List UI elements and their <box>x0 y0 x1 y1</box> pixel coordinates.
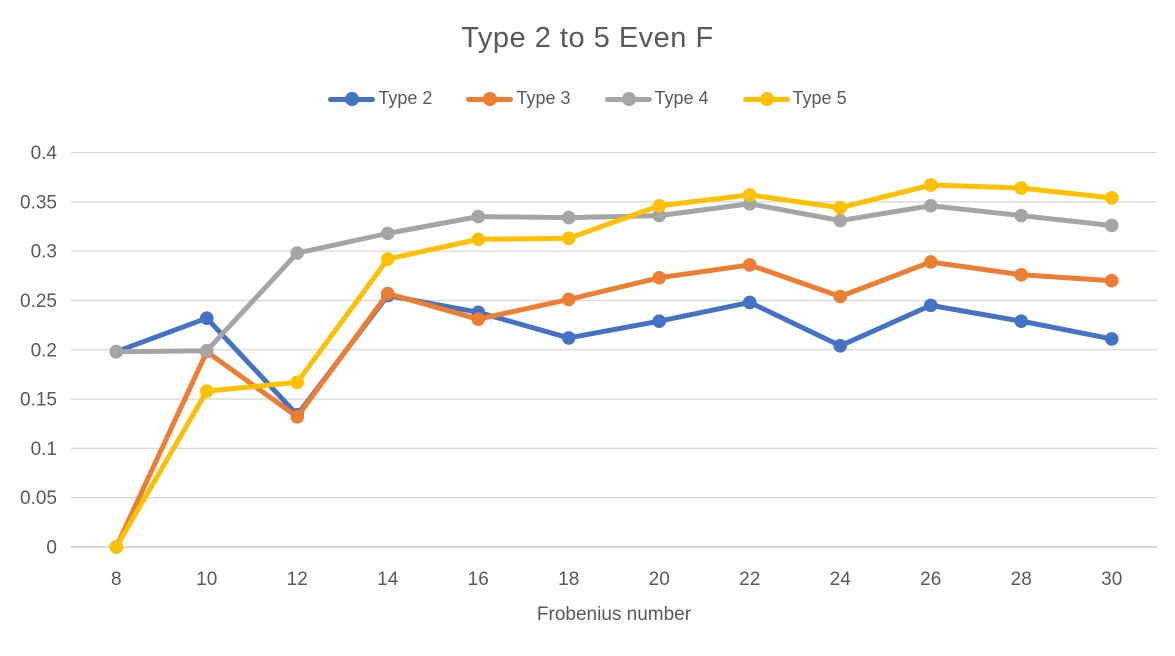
data-point <box>1104 332 1119 346</box>
data-point <box>1014 208 1029 223</box>
data-point <box>833 200 848 215</box>
data-point <box>1014 314 1029 328</box>
y-tick-label: 0.2 <box>31 340 57 361</box>
x-tick-label: 22 <box>739 569 760 590</box>
data-point <box>652 270 667 285</box>
chart-title: Type 2 to 5 Even F <box>461 22 714 54</box>
y-tick-label: 0.3 <box>31 242 57 263</box>
data-point <box>471 312 486 326</box>
x-axis-title: Frobenius number <box>536 604 692 625</box>
data-point <box>561 292 576 307</box>
y-tick-label: 0.05 <box>20 488 57 509</box>
x-tick-label: 24 <box>830 569 852 590</box>
y-tick-label: 0 <box>46 538 57 559</box>
x-tick-label: 12 <box>287 569 308 590</box>
data-point <box>561 231 576 246</box>
data-point <box>923 198 938 213</box>
y-tick-label: 0.25 <box>20 291 57 312</box>
data-point <box>652 208 667 223</box>
x-tick-label: 8 <box>111 569 122 590</box>
x-tick-label: 14 <box>377 569 399 590</box>
y-tick-label: 0.4 <box>31 143 58 164</box>
legend-label: Type 5 <box>792 88 847 108</box>
data-point <box>380 226 395 241</box>
data-point <box>561 210 576 225</box>
legend-marker-icon <box>604 91 652 106</box>
data-point <box>1104 273 1119 288</box>
chart-legend: Type 2 Type 3 Type 4 Type 5 <box>0 88 1175 109</box>
data-point <box>923 178 938 192</box>
legend-label: Type 4 <box>654 88 709 108</box>
legend-marker-icon <box>466 91 514 106</box>
data-point <box>742 188 757 202</box>
data-point <box>652 314 667 328</box>
data-point <box>471 209 486 224</box>
data-point <box>833 213 848 228</box>
data-point <box>561 331 576 345</box>
x-tick-label: 28 <box>1011 569 1032 590</box>
legend-item-type-3: Type 3 <box>466 88 571 109</box>
x-tick-label: 30 <box>1101 569 1122 590</box>
x-tick-label: 10 <box>196 569 217 590</box>
y-tick-label: 0.15 <box>20 390 57 411</box>
data-point <box>923 255 938 269</box>
data-point <box>742 258 757 272</box>
data-point <box>1014 267 1029 282</box>
data-point <box>1104 218 1119 233</box>
data-point <box>290 410 305 424</box>
data-point <box>199 311 214 325</box>
data-point <box>380 252 395 266</box>
series-line <box>113 201 1115 355</box>
legend-marker-icon <box>742 91 790 106</box>
series-line <box>113 259 1115 550</box>
data-point <box>1104 191 1119 205</box>
legend-label: Type 2 <box>378 88 433 108</box>
legend-item-type-2: Type 2 <box>328 88 432 109</box>
data-point <box>109 344 124 359</box>
y-axis-labels: 0 0.05 0.1 0.15 0.2 0.25 0.3 0.35 0.4 <box>20 143 57 559</box>
y-tick-label: 0.35 <box>20 192 57 213</box>
data-point <box>199 343 214 358</box>
data-point <box>652 198 667 213</box>
data-point <box>833 339 848 353</box>
x-tick-label: 16 <box>468 569 489 590</box>
legend-item-type-5: Type 5 <box>742 88 847 109</box>
series-type-4 <box>109 196 1119 359</box>
data-point <box>290 375 305 390</box>
x-tick-label: 20 <box>649 569 670 590</box>
legend-label: Type 3 <box>516 88 571 108</box>
series-type-5 <box>109 178 1119 554</box>
x-tick-label: 18 <box>558 569 579 590</box>
data-point <box>471 232 486 247</box>
data-point <box>1014 181 1029 195</box>
data-point <box>109 540 124 554</box>
series-line <box>113 293 1115 418</box>
series-type-2 <box>109 288 1119 422</box>
x-axis-labels: 8 10 12 14 16 18 20 22 24 26 28 30 <box>111 569 1122 590</box>
data-point <box>199 384 214 398</box>
x-tick-label: 26 <box>920 569 941 590</box>
data-point <box>742 295 757 310</box>
data-point <box>290 246 305 260</box>
series-line <box>113 182 1115 550</box>
data-point <box>833 289 848 304</box>
y-tick-label: 0.1 <box>31 439 57 460</box>
data-point <box>923 298 938 313</box>
legend-item-type-4: Type 4 <box>604 88 709 109</box>
legend-marker-icon <box>328 91 376 106</box>
data-point <box>380 286 395 301</box>
